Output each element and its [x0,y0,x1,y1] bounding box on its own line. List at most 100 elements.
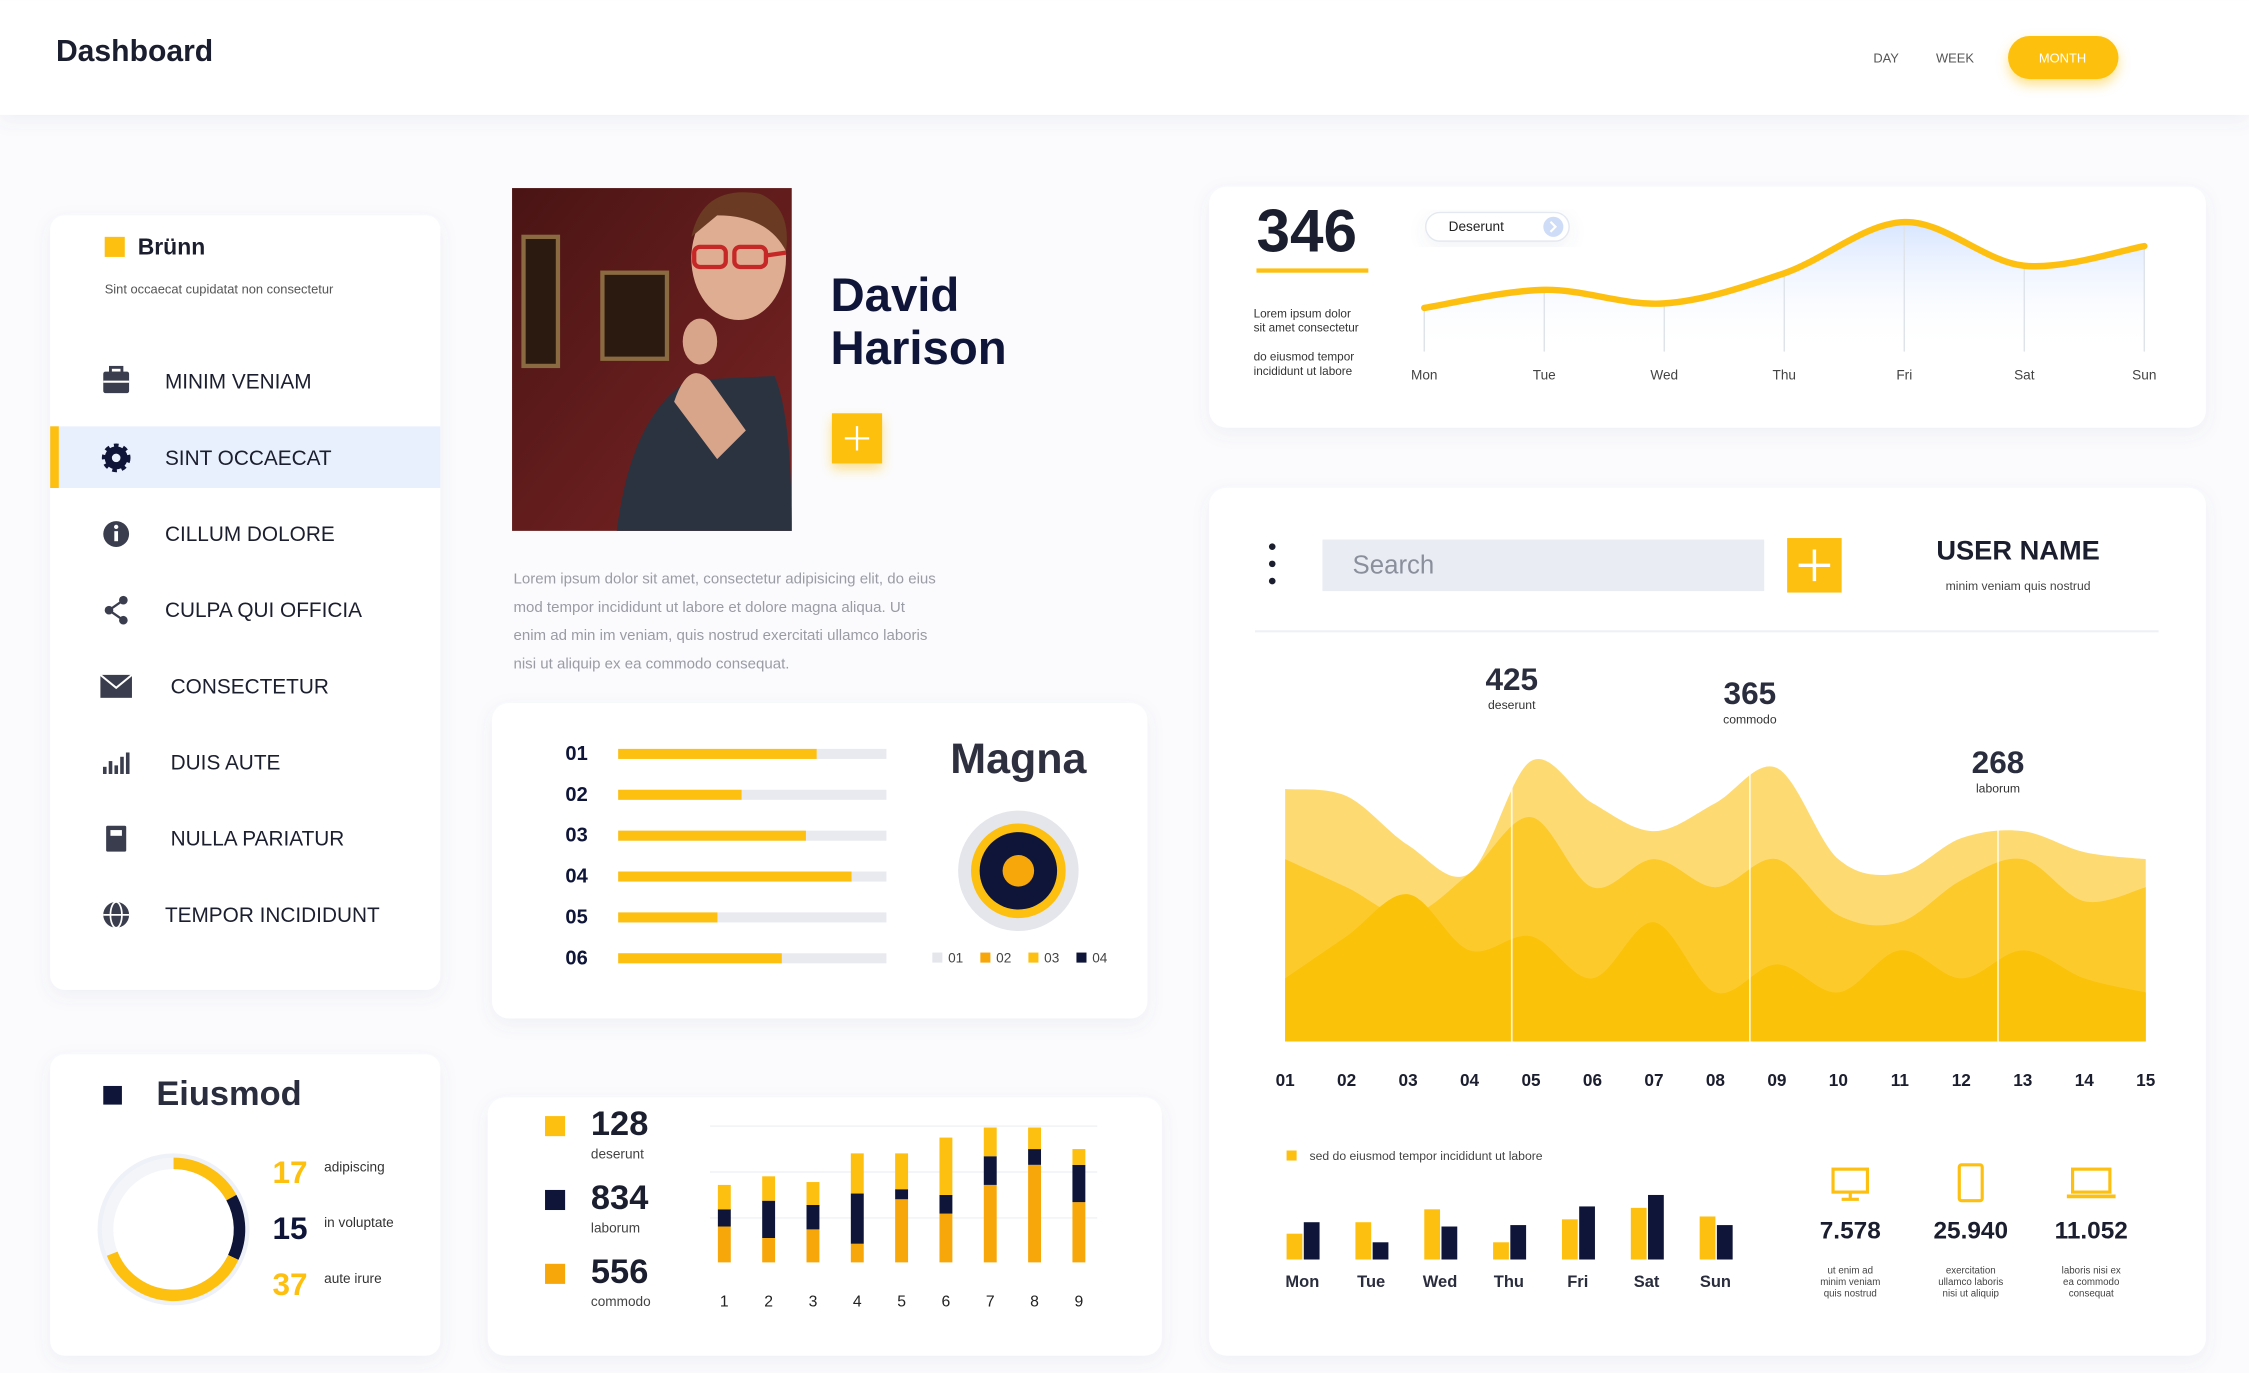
sidebar-item[interactable]: SINT OCCAECAT [50,426,441,488]
donut-label: adipiscing [324,1159,385,1174]
area-series [1285,894,2146,1042]
sidebar-item[interactable]: CILLUM DOLORE [103,521,335,547]
sidebar-item[interactable]: MINIM VENIAM [103,365,312,394]
bar [1630,1207,1647,1260]
sidebar-item-label: CILLUM DOLORE [165,523,335,546]
bar [1493,1242,1509,1260]
stat-caption: ullamco laboris [1938,1277,2003,1288]
bar [1699,1216,1716,1260]
progress-bar [618,953,782,964]
annotation-value: 268 [1972,744,2025,780]
x-tick-label: 13 [2013,1070,2032,1090]
profile-add-button[interactable] [831,413,883,464]
bar [1286,1233,1303,1260]
bar-segment [806,1182,820,1206]
donut-value: 15 [273,1210,308,1246]
sidebar-item[interactable]: CONSECTETUR [99,674,329,698]
stacked-card [487,1097,1162,1356]
icon [110,830,122,836]
icon [120,756,124,774]
bar-segment [983,1184,997,1263]
bar-segment [895,1199,909,1263]
sidebar-item[interactable]: DUIS AUTE [102,751,280,774]
search-box[interactable] [1322,539,1765,592]
progress-bar [618,871,852,882]
x-tick-label: Sun [2132,368,2156,383]
badge-label: Deserunt [1449,219,1504,234]
x-tick-label: Thu [1494,1273,1524,1291]
bar [1648,1194,1664,1260]
icon [102,766,107,774]
x-tick-label: 09 [1767,1070,1786,1090]
legend-label: deserunt [591,1146,644,1161]
headline-underline [1256,268,1369,273]
bar-segment [939,1213,953,1263]
bar-segment [806,1205,820,1230]
bar-segment [850,1153,864,1194]
panel-add-button[interactable] [1787,538,1842,593]
x-tick-label: Fri [1567,1273,1588,1291]
legend-swatch [545,1116,566,1137]
x-tick-label: 6 [942,1294,951,1311]
legend-label: 04 [1092,951,1108,966]
legend-value: 128 [591,1105,648,1143]
tab-label: DAY [1873,50,1899,65]
legend-swatch [545,1263,566,1284]
legend-swatch [932,952,943,963]
sidebar-item[interactable]: TEMPOR INCIDIDUNT [103,901,380,929]
legend-label: laborum [591,1220,640,1235]
x-tick-label: 4 [853,1294,862,1311]
header-bar [0,0,2249,115]
badge[interactable] [1424,211,1570,242]
active-marker [50,426,59,488]
sidebar-item-label: CONSECTETUR [171,675,329,698]
x-tick-label: Mon [1411,368,1437,383]
x-tick-label: 03 [1399,1070,1418,1090]
sidebar-subtitle: Sint occaecat cupidatat non consectetur [105,281,334,296]
x-tick-label: 7 [986,1294,995,1311]
x-tick-label: 06 [1583,1070,1602,1090]
x-tick-label: Thu [1773,368,1796,383]
stat-icon [1841,1192,1859,1201]
annotation-label: laborum [1976,781,2020,795]
tab-active-pill[interactable] [2008,36,2119,80]
icon [111,453,121,463]
bar [1372,1242,1389,1260]
x-tick-label: 05 [1521,1070,1541,1090]
bar [1510,1225,1527,1260]
tab-label: MONTH [2039,50,2086,65]
sidebar-item[interactable]: NULLA PARIATUR [106,825,344,852]
legend-swatch [980,952,991,963]
eiusmod-title: Eiusmod [156,1075,301,1113]
page-title: Dashboard [56,35,213,68]
bar-segment [762,1176,776,1201]
bar [1579,1206,1595,1260]
bar [1716,1225,1733,1260]
note: incididunt ut labore [1254,365,1353,378]
eiusmod-marker [103,1085,122,1105]
profile-description: mod tempor incididunt ut labore et dolor… [513,599,905,616]
x-tick-label: 8 [1030,1294,1039,1311]
legend-label: 01 [948,951,963,966]
bar [1561,1219,1578,1260]
bar-segment [1028,1164,1042,1263]
progress-label: 02 [565,784,587,806]
x-tick-label: 11 [1891,1070,1910,1090]
sidebar-item-label: CULPA QUI OFFICIA [165,599,362,622]
user-name: USER NAME [1936,535,2100,566]
x-tick-label: Sat [2014,368,2035,383]
menu-dots[interactable] [1268,543,1276,585]
progress-bar [618,748,817,759]
sidebar-item[interactable]: CULPA QUI OFFICIA [104,595,362,625]
progress-track [618,789,887,800]
note: do eiusmod tempor [1254,350,1355,363]
x-tick-label: 3 [809,1294,818,1311]
icon [106,825,127,852]
profile-description: enim ad min im veniam, quis nostrud exer… [513,627,927,644]
x-tick-label: 01 [1276,1070,1296,1090]
stat-icon [2071,1167,2112,1194]
legend-swatch [545,1189,566,1211]
legend-label: commodo [591,1294,651,1309]
x-tick-label: 08 [1706,1070,1726,1090]
